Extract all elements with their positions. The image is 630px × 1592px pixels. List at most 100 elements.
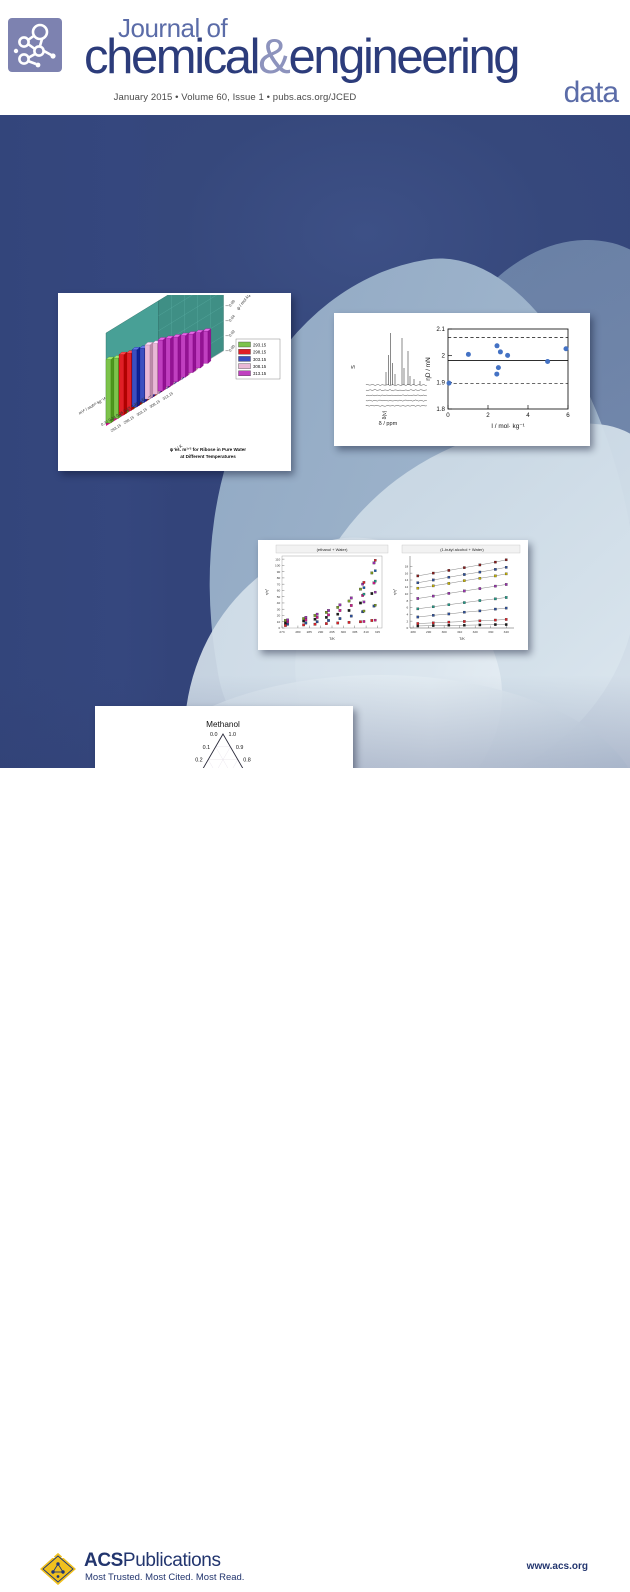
svg-text:2: 2 (406, 619, 408, 623)
svg-text:313.15: 313.15 (162, 391, 174, 401)
svg-text:4: 4 (526, 412, 530, 419)
svg-text:2: 2 (442, 353, 446, 360)
svg-text:300: 300 (442, 630, 447, 634)
title-data: data (564, 76, 618, 110)
issue-info-line: January 2015 • Volume 60, Issue 1 • pubs… (0, 92, 470, 103)
svg-text:16: 16 (405, 571, 409, 575)
svg-text:290: 290 (318, 630, 323, 634)
figure-3d-bar-chart: 0.000.020.040.060.080.100.12ψ / mol·kg⁻¹… (58, 293, 291, 471)
svg-text:60: 60 (277, 589, 281, 593)
title-ampersand: & (258, 30, 288, 84)
acs-diamond-icon (38, 1551, 78, 1592)
svg-text:18: 18 (405, 564, 409, 568)
svg-text:10: 10 (405, 592, 409, 596)
svg-text:0.04: 0.04 (227, 313, 236, 323)
cover-art-area: 0.000.020.040.060.080.100.12ψ / mol·kg⁻¹… (0, 115, 630, 768)
svg-text:298.15: 298.15 (123, 415, 135, 425)
acs-acronym: ACS (84, 1550, 123, 1571)
figure-pair-plots: (ethanol + Water) 273 280 285 290 295 300 305 31… (258, 540, 528, 650)
title-engineering: engineering (288, 30, 518, 84)
acs-publications-wordmark: ACSPublications (84, 1550, 221, 1572)
svg-text:273: 273 (279, 630, 284, 634)
svg-text:0.00: 0.00 (227, 343, 236, 353)
svg-text:ηD / mN: ηD / mN (425, 357, 432, 381)
svg-text:(ethanol + Water): (ethanol + Water) (317, 547, 349, 552)
svg-text:0.8: 0.8 (243, 758, 251, 764)
svg-text:6: 6 (566, 412, 570, 419)
svg-text:12: 12 (405, 585, 409, 589)
svg-text:14: 14 (405, 578, 409, 582)
svg-text:η/η°: η/η° (265, 588, 269, 595)
figure-nmr-scatter: Sδ(ν) δ / ppm 1.8 1.9 2 2.1 0 2 4 6 ηD / mN I / mol… (334, 313, 590, 446)
svg-text:293.15: 293.15 (110, 423, 122, 433)
svg-text:320: 320 (473, 630, 478, 634)
svg-text:340: 340 (504, 630, 509, 634)
page-title: chemical&engineering (84, 33, 518, 82)
svg-text:0.2: 0.2 (195, 758, 203, 764)
svg-text:303.15: 303.15 (253, 357, 267, 362)
svg-text:8: 8 (406, 599, 408, 603)
svg-text:315: 315 (375, 630, 380, 634)
svg-text:1.8: 1.8 (436, 406, 445, 413)
svg-text:T/K: T/K (329, 637, 335, 641)
svg-text:1.0: 1.0 (229, 732, 237, 738)
svg-text:0.1: 0.1 (203, 745, 211, 751)
svg-text:0.0: 0.0 (210, 732, 218, 738)
svg-text:308.15: 308.15 (149, 399, 161, 409)
svg-text:310: 310 (364, 630, 369, 634)
svg-text:0: 0 (278, 626, 280, 630)
svg-text:6: 6 (406, 606, 408, 610)
svg-text:S: S (351, 365, 357, 369)
svg-text:285: 285 (307, 630, 312, 634)
acs-tagline: Most Trusted. Most Cited. Most Read. (85, 1572, 244, 1583)
svg-text:ψ vs. m¹ᐟ² for Ribose in Pure: ψ vs. m¹ᐟ² for Ribose in Pure Water (170, 447, 246, 452)
svg-text:330: 330 (488, 630, 493, 634)
svg-text:300: 300 (341, 630, 346, 634)
svg-text:at Different Temperatures: at Different Temperatures (180, 454, 236, 459)
figure-ternary-diagram: 0.00.10.20.30.40.50.60.70.80.91.01.00.90… (95, 706, 353, 768)
svg-text:290: 290 (426, 630, 431, 634)
svg-text:50: 50 (277, 595, 281, 599)
svg-text:(1-butyl alcohol + Water): (1-butyl alcohol + Water) (440, 547, 484, 552)
svg-text:20: 20 (277, 614, 281, 618)
svg-text:310: 310 (457, 630, 462, 634)
svg-text:30: 30 (277, 607, 281, 611)
svg-text:313.15: 313.15 (253, 371, 267, 376)
svg-text:I / mol· kg⁻¹: I / mol· kg⁻¹ (491, 423, 525, 430)
svg-text:0: 0 (406, 626, 408, 630)
svg-text:η/η°: η/η° (393, 588, 397, 595)
svg-text:90: 90 (277, 570, 281, 574)
svg-text:303.15: 303.15 (136, 407, 148, 417)
svg-text:110: 110 (275, 557, 280, 561)
svg-text:10: 10 (277, 620, 281, 624)
svg-text:Methanol: Methanol (206, 720, 240, 729)
svg-text:ψ / mol·kg⁻¹: ψ / mol·kg⁻¹ (235, 295, 253, 311)
svg-text:m¹⁄² / mol¹⁄²·kg⁻¹⁄²: m¹⁄² / mol¹⁄²·kg⁻¹⁄² (78, 396, 108, 416)
svg-text:2.1: 2.1 (436, 326, 445, 333)
svg-text:0.02: 0.02 (227, 329, 236, 338)
svg-text:80: 80 (277, 576, 281, 580)
svg-text:70: 70 (277, 582, 281, 586)
svg-text:4: 4 (406, 612, 408, 616)
acs-publications-logo[interactable]: ACSPublications Most Trusted. Most Cited… (38, 1548, 268, 1588)
svg-text:280: 280 (295, 630, 300, 634)
title-chemical: chemical (84, 30, 258, 84)
svg-text:δ / ppm: δ / ppm (379, 421, 398, 427)
svg-text:0.06: 0.06 (227, 299, 236, 308)
svg-text:298.15: 298.15 (253, 350, 267, 355)
svg-text:293.15: 293.15 (253, 342, 267, 347)
journal-logo-icon (8, 18, 62, 72)
svg-text:2: 2 (486, 412, 490, 419)
acs-website-link[interactable]: www.acs.org (527, 1561, 588, 1572)
acs-publications-word: Publications (123, 1550, 221, 1571)
svg-text:1.9: 1.9 (436, 379, 445, 386)
svg-text:40: 40 (277, 601, 281, 605)
svg-text:0.9: 0.9 (236, 745, 244, 751)
svg-text:T/K: T/K (459, 637, 465, 641)
masthead: Journal of chemical&engineering data Jan… (0, 0, 630, 115)
svg-text:305: 305 (352, 630, 357, 634)
svg-text:0: 0 (446, 412, 450, 419)
svg-text:280: 280 (411, 630, 416, 634)
footer: ACSPublications Most Trusted. Most Cited… (0, 768, 630, 834)
svg-text:100: 100 (275, 564, 280, 568)
